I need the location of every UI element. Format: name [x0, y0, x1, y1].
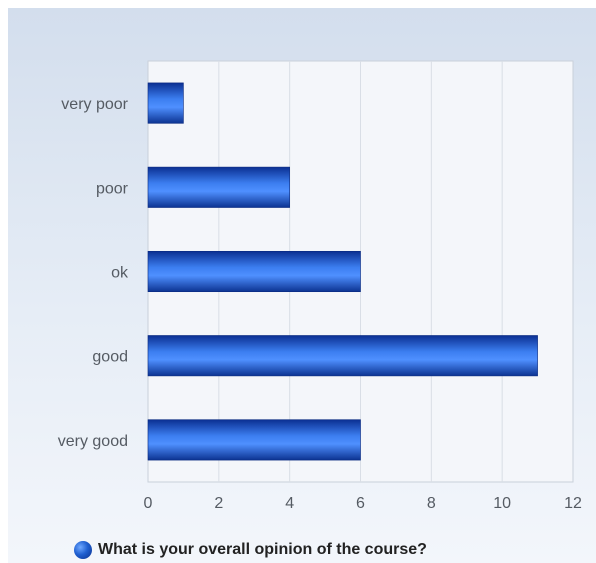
y-category-label: ok	[111, 265, 129, 282]
x-tick-label: 4	[285, 495, 294, 512]
bar[interactable]	[147, 250, 361, 293]
y-category-label: poor	[96, 180, 129, 197]
legend-marker-icon	[74, 541, 92, 559]
legend: What is your overall opinion of the cour…	[74, 538, 427, 562]
x-tick-label: 6	[356, 495, 365, 512]
bar[interactable]	[147, 82, 184, 124]
y-category-label: good	[92, 349, 128, 366]
x-tick-label: 12	[564, 495, 582, 512]
y-axis-labels: very poor poor ok good very good	[58, 96, 129, 450]
x-tick-label: 2	[214, 495, 223, 512]
bar[interactable]	[147, 419, 361, 461]
x-axis-labels: 0 2 4 6 8 10 12	[144, 495, 582, 512]
bar[interactable]	[147, 166, 290, 208]
x-tick-label: 10	[493, 495, 511, 512]
x-tick-label: 0	[144, 495, 153, 512]
y-category-label: very good	[58, 433, 128, 450]
y-category-label: very poor	[61, 96, 128, 113]
x-tick-label: 8	[427, 495, 436, 512]
legend-label: What is your overall opinion of the cour…	[98, 541, 427, 558]
bars	[147, 82, 538, 461]
bar[interactable]	[147, 335, 538, 377]
